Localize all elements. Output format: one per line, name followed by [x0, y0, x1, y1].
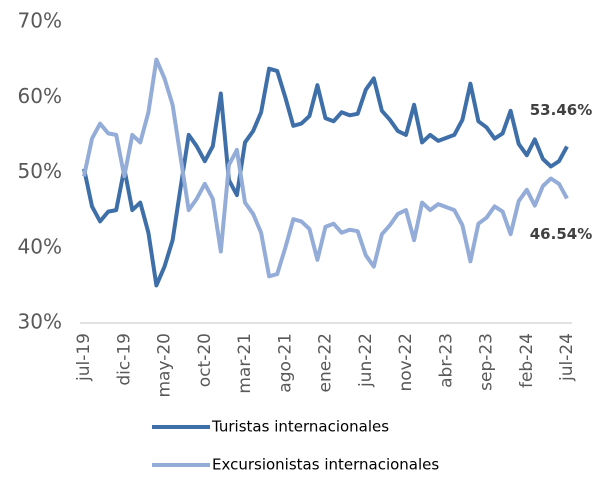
series-line — [82, 57, 569, 279]
series-line — [82, 66, 569, 288]
data-label: 46.54% — [530, 225, 592, 243]
x-tick-label: dic-19 — [114, 333, 134, 386]
x-tick-label: sep-23 — [477, 333, 497, 391]
x-tick-label: ene-22 — [316, 333, 336, 392]
y-tick-label: 30% — [18, 310, 62, 334]
x-tick-label: ago-21 — [275, 333, 295, 393]
x-tick-label: mar-21 — [235, 333, 255, 394]
x-tick-label: jun-22 — [356, 333, 376, 388]
legend-label: Excursionistas internacionales — [212, 456, 439, 474]
x-tick-label: abr-23 — [436, 333, 456, 388]
x-tick-label: oct-20 — [195, 333, 215, 387]
x-tick-label: jul-19 — [74, 333, 94, 382]
x-tick-label: jul-24 — [557, 333, 577, 382]
legend-label: Turistas internacionales — [211, 418, 389, 436]
y-tick-label: 70% — [18, 9, 62, 33]
y-tick-label: 40% — [18, 234, 62, 258]
x-tick-label: nov-22 — [396, 333, 416, 392]
x-tick-label: feb-24 — [517, 333, 537, 388]
data-label: 53.46% — [530, 101, 592, 119]
y-tick-label: 60% — [18, 84, 62, 108]
y-tick-label: 50% — [18, 159, 62, 183]
x-tick-label: may-20 — [155, 333, 175, 398]
